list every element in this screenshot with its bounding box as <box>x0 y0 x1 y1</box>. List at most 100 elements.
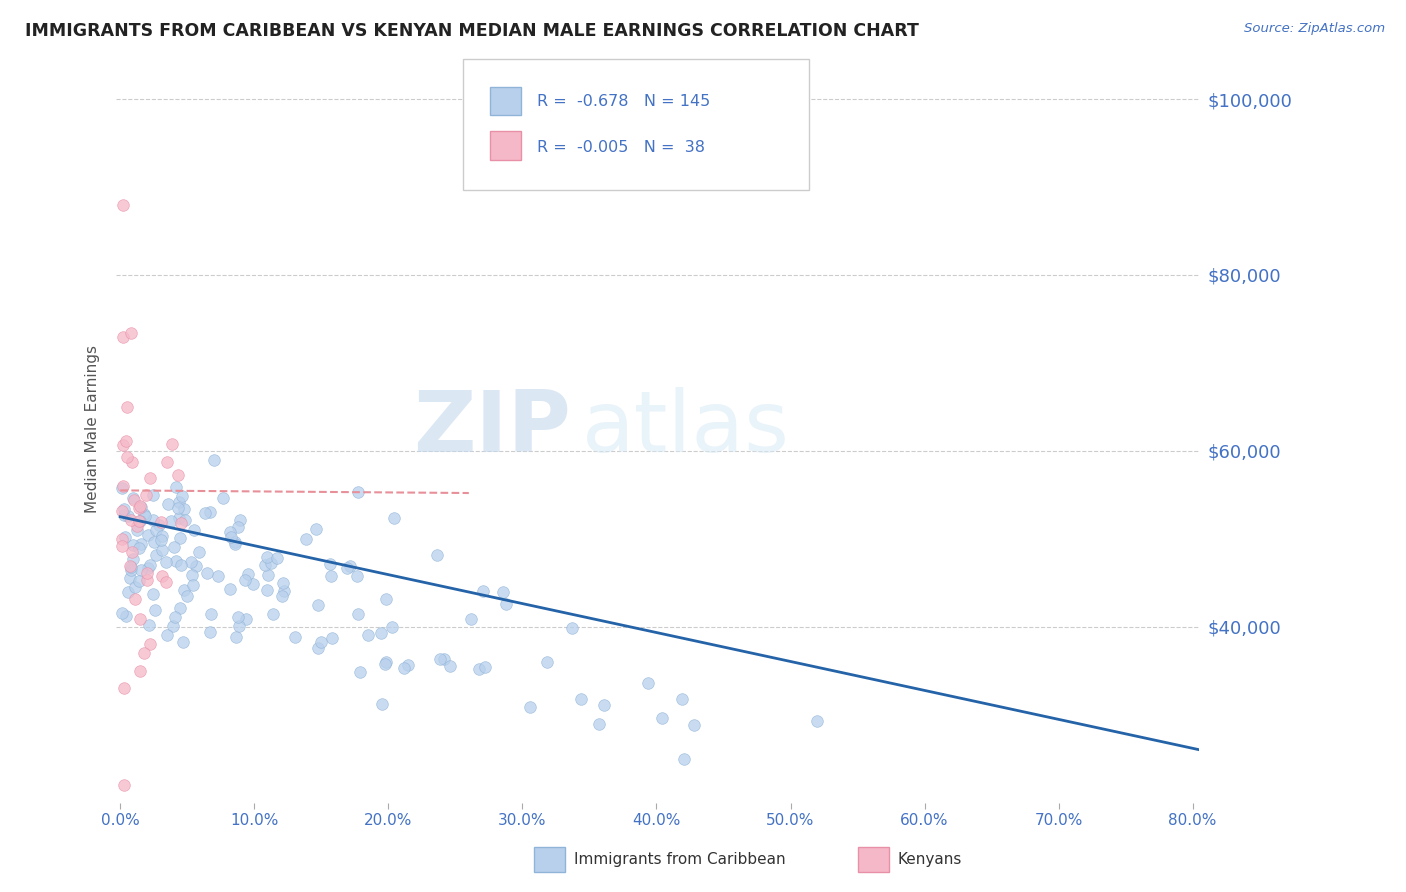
Point <box>165 480 187 494</box>
Point <box>181 577 204 591</box>
Point <box>115 400 138 414</box>
Point <box>165 609 187 624</box>
Point <box>336 561 359 575</box>
Point <box>304 522 326 536</box>
Point <box>253 558 276 573</box>
Point <box>128 574 150 589</box>
FancyBboxPatch shape <box>489 131 520 160</box>
Point <box>135 488 157 502</box>
Point <box>134 646 156 660</box>
Point <box>307 598 329 612</box>
Point <box>150 543 173 558</box>
Point <box>167 511 190 525</box>
Point <box>124 591 146 606</box>
Point <box>569 691 592 706</box>
Point <box>519 700 541 714</box>
Point <box>382 511 405 525</box>
Text: IMMIGRANTS FROM CARIBBEAN VS KENYAN MEDIAN MALE EARNINGS CORRELATION CHART: IMMIGRANTS FROM CARIBBEAN VS KENYAN MEDI… <box>25 22 920 40</box>
Point <box>198 624 221 639</box>
Point <box>321 632 343 646</box>
Point <box>235 612 257 626</box>
Point <box>173 502 195 516</box>
Point <box>460 612 482 626</box>
Point <box>439 659 461 673</box>
Point <box>162 437 184 451</box>
Point <box>273 583 295 598</box>
Point <box>194 506 217 520</box>
Point <box>129 664 152 678</box>
Point <box>319 557 342 571</box>
Point <box>374 656 396 670</box>
Point <box>672 752 695 766</box>
Point <box>111 481 134 495</box>
Point <box>129 612 152 626</box>
Point <box>149 533 172 548</box>
Point <box>347 485 370 500</box>
Point <box>225 630 247 644</box>
Point <box>174 513 197 527</box>
Point <box>257 568 280 582</box>
Point <box>169 600 191 615</box>
Point <box>236 567 259 582</box>
Point <box>128 500 150 515</box>
Point <box>128 541 150 556</box>
Point <box>129 514 152 528</box>
Point <box>134 509 156 524</box>
Point <box>167 500 190 515</box>
Point <box>218 524 240 539</box>
Text: Immigrants from Caribbean: Immigrants from Caribbean <box>574 853 786 867</box>
Point <box>148 517 170 532</box>
Point <box>474 659 496 673</box>
Point <box>145 523 167 537</box>
Point <box>120 326 142 341</box>
Point <box>202 453 225 467</box>
Point <box>121 455 143 469</box>
Point <box>271 576 294 591</box>
Point <box>157 497 180 511</box>
Point <box>260 556 283 570</box>
Point <box>184 558 207 573</box>
Point <box>145 603 167 617</box>
Point <box>112 778 135 792</box>
Point <box>212 491 235 505</box>
Point <box>468 662 491 676</box>
Point <box>135 573 157 587</box>
Point <box>136 528 159 542</box>
Point <box>492 584 515 599</box>
Point <box>111 606 134 620</box>
Point <box>111 197 134 211</box>
Point <box>307 640 329 655</box>
Y-axis label: Median Male Earnings: Median Male Earnings <box>86 345 100 513</box>
Point <box>129 500 152 515</box>
FancyBboxPatch shape <box>463 59 810 190</box>
Point <box>188 545 211 559</box>
Point <box>172 635 194 649</box>
Point <box>121 551 143 566</box>
Point <box>224 534 246 549</box>
Point <box>671 692 693 706</box>
Point <box>375 591 398 606</box>
Point <box>651 710 673 724</box>
Point <box>125 523 148 537</box>
Point <box>150 515 173 529</box>
Point <box>309 635 332 649</box>
Point <box>128 514 150 528</box>
Point <box>294 533 316 547</box>
Point <box>169 531 191 545</box>
Point <box>129 499 152 513</box>
Point <box>200 607 222 622</box>
Point <box>122 493 145 508</box>
Point <box>118 571 141 585</box>
Point <box>117 585 139 599</box>
Point <box>256 549 278 564</box>
Point <box>426 548 449 562</box>
Point <box>180 555 202 569</box>
Text: Source: ZipAtlas.com: Source: ZipAtlas.com <box>1244 22 1385 36</box>
Point <box>114 502 136 516</box>
Point <box>112 508 135 523</box>
Point <box>219 582 242 597</box>
Point <box>111 479 134 493</box>
Text: R =  -0.005   N =  38: R = -0.005 N = 38 <box>537 139 706 154</box>
Point <box>219 530 242 544</box>
Point <box>262 607 284 621</box>
